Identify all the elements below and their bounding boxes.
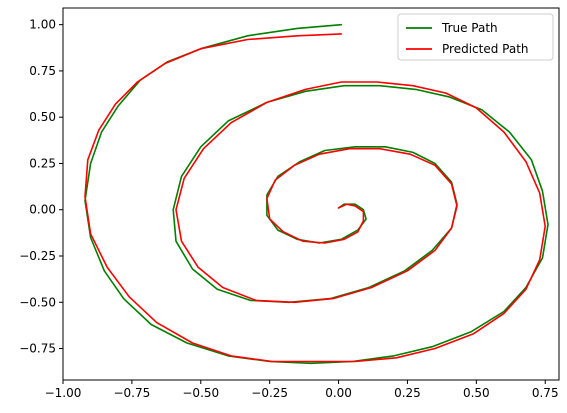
- series-line-predicted-path: [84, 33, 547, 363]
- y-tick-label: 0.00: [29, 203, 56, 217]
- x-tick-label: 0.00: [325, 386, 352, 400]
- y-tick-label: 1.00: [29, 18, 56, 32]
- y-tick-label: −0.25: [19, 249, 56, 263]
- legend-label: Predicted Path: [442, 42, 529, 56]
- y-tick-label: 0.25: [29, 156, 56, 170]
- y-tick-label: −0.50: [19, 295, 56, 309]
- x-tick-label: −0.25: [251, 386, 288, 400]
- legend-box: [397, 13, 554, 61]
- x-tick-label: 0.25: [394, 386, 421, 400]
- x-tick-label: −1.00: [45, 386, 82, 400]
- y-tick-label: 0.75: [29, 64, 56, 78]
- x-axis: −1.00 −0.75 −0.50 −0.25 0.00 0.25 0.50 0.75: [45, 380, 559, 400]
- x-tick-label: −0.75: [113, 386, 150, 400]
- x-tick-label: 0.75: [532, 386, 559, 400]
- axes-frame: [62, 7, 560, 381]
- y-tick-label: 0.50: [29, 110, 56, 124]
- plot-area: [84, 23, 549, 365]
- y-tick-label: −0.75: [19, 342, 56, 356]
- x-tick-label: 0.50: [463, 386, 490, 400]
- y-axis: −0.75 −0.50 −0.25 0.00 0.25 0.50 0.75 1.00: [19, 18, 63, 356]
- x-tick-label: −0.50: [182, 386, 219, 400]
- legend-label: True Path: [441, 21, 498, 35]
- legend: True Path Predicted Path: [397, 13, 554, 61]
